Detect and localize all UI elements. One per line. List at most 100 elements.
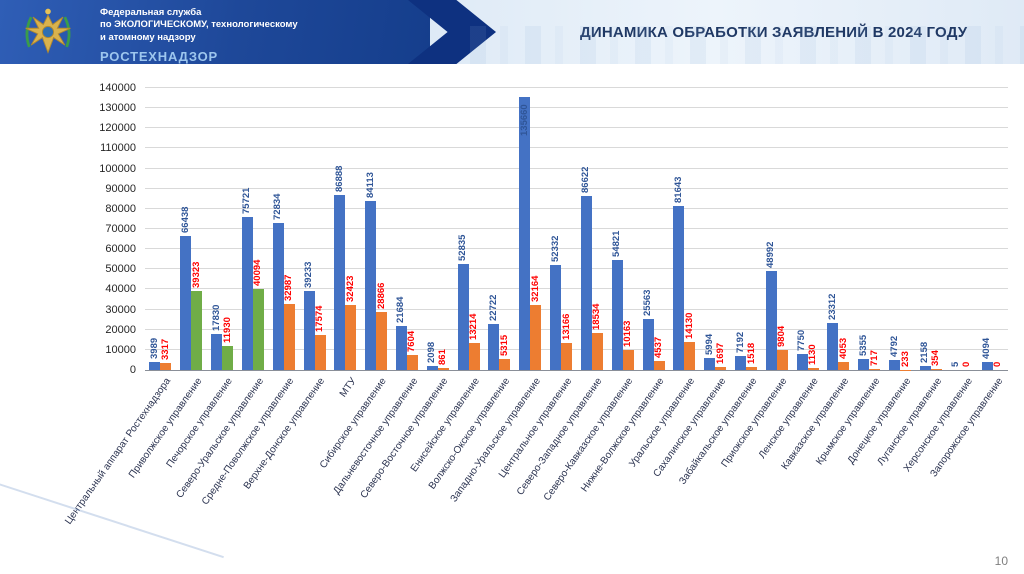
bar-secondary <box>499 359 511 370</box>
bar-value-label: 5315 <box>498 335 510 357</box>
gridline <box>145 127 1008 129</box>
bar-secondary <box>869 368 881 370</box>
bar-value-label: 66438 <box>179 206 191 234</box>
bar-secondary <box>807 367 819 370</box>
bar-value-label: 5355 <box>857 335 869 357</box>
bar-primary <box>550 264 562 370</box>
rostekhnadzor-emblem <box>25 8 71 54</box>
bar-value-label: 54821 <box>611 230 623 257</box>
bar-value-label: 32987 <box>283 274 295 301</box>
bar-primary <box>180 236 192 370</box>
bar-value-label: 4792 <box>888 336 900 358</box>
bar-secondary <box>530 305 542 370</box>
y-tick-label: 130000 <box>99 102 136 115</box>
x-category-label: МТУ <box>337 376 359 400</box>
bar-value-label: 39233 <box>303 261 315 288</box>
bar-value-label: 40094 <box>252 259 264 287</box>
bar-primary <box>241 217 253 370</box>
bar-primary <box>395 326 407 370</box>
bar-secondary <box>715 366 727 370</box>
applications-bar-chart: 3989 66438 17830 75721 72834 39233 86888 84113 2… <box>0 64 1024 574</box>
bar-secondary <box>746 366 758 370</box>
gridline <box>145 228 1008 229</box>
bar-value-label: 5994 <box>703 333 715 355</box>
bar-value-label: 10163 <box>622 320 634 347</box>
bar-value-label: 4537 <box>653 336 665 358</box>
bar-secondary <box>191 290 203 370</box>
bar-value-label: 86622 <box>580 166 592 193</box>
bar-value-label: 17830 <box>210 304 222 332</box>
bar-value-label: 2098 <box>426 341 438 363</box>
bar-value-label: 32423 <box>344 275 356 302</box>
bar-primary <box>303 290 315 370</box>
y-tick-label: 120000 <box>99 122 136 135</box>
bar-value-label: 72834 <box>272 193 284 221</box>
bar-value-label: 52332 <box>549 235 561 262</box>
bar-primary <box>488 324 500 370</box>
bar-value-label: 354 <box>930 350 942 367</box>
y-tick-label: 50000 <box>105 263 136 276</box>
bar-primary <box>735 355 747 370</box>
gridline <box>145 248 1008 250</box>
page-number: 10 <box>994 554 1008 568</box>
slide-title: ДИНАМИКА ОБРАБОТКИ ЗАЯВЛЕНИЙ В 2024 ГОДУ <box>580 23 968 41</box>
category-axis: Центральный аппарат Ростехнадзора Приволж… <box>63 370 1008 545</box>
bar-primary <box>827 323 839 370</box>
bar-value-label: 39323 <box>190 261 202 288</box>
bar-value-label: 86888 <box>333 165 345 192</box>
y-tick-label: 90000 <box>105 182 136 195</box>
org-banner: Федеральная служба по ЭКОЛОГИЧЕСКОМУ, те… <box>0 0 430 64</box>
bar-secondary <box>622 349 634 370</box>
bar-value-label: 52835 <box>457 234 469 261</box>
gridline <box>145 87 1008 88</box>
bar-value-label: 17574 <box>314 305 326 332</box>
bar-value-label: 2158 <box>919 341 931 363</box>
bar-primary <box>673 205 685 370</box>
bar-secondary <box>314 334 326 370</box>
bar-value-label: 11930 <box>221 317 233 343</box>
y-tick-label: 20000 <box>105 323 136 336</box>
y-tick-label: 30000 <box>105 303 136 316</box>
bar-value-label: 23312 <box>826 293 838 321</box>
bar-value-label: 28866 <box>375 282 387 309</box>
bar-secondary <box>283 303 295 370</box>
bar-value-label: 3989 <box>148 337 160 359</box>
y-tick-label: 40000 <box>105 283 136 296</box>
bar-secondary <box>561 343 573 370</box>
bar-primary <box>272 223 284 370</box>
bar-primary <box>211 334 223 370</box>
bar-value-label: 14130 <box>683 312 695 339</box>
bar-primary <box>796 354 808 370</box>
bar-primary <box>981 361 993 370</box>
bar-primary <box>365 200 377 370</box>
bar-value-label: 1697 <box>714 342 726 364</box>
gridline <box>145 328 1008 330</box>
bar-value-label: 32164 <box>529 275 541 303</box>
y-tick-label: 70000 <box>105 223 136 235</box>
bar-secondary <box>838 361 850 370</box>
bar-value-label: 13166 <box>560 314 572 341</box>
org-name: РОСТЕХНАДЗОР <box>100 49 218 65</box>
gridline <box>145 288 1008 290</box>
bar-value-label: 9804 <box>776 326 788 348</box>
bar-secondary <box>160 363 172 370</box>
bar-secondary <box>222 345 234 370</box>
bar-value-label: 22722 <box>487 294 499 322</box>
bar-value-label: 48992 <box>765 241 777 269</box>
bar-secondary <box>437 368 449 370</box>
bar-secondary <box>252 289 264 370</box>
bar-value-label: 233 <box>899 350 911 367</box>
bar-value-label: 1518 <box>745 342 757 364</box>
plot-area: 3989 66438 17830 75721 72834 39233 86888 84113 2… <box>145 87 1008 371</box>
bar-primary <box>334 194 346 370</box>
gridline <box>145 147 1008 149</box>
x-category-label: Центральный аппарат Ростехнадзора <box>63 376 174 527</box>
slide-header: Федеральная служба по ЭКОЛОГИЧЕСКОМУ, те… <box>0 0 1024 64</box>
y-tick-label: 140000 <box>99 82 136 94</box>
bar-value-label: 75721 <box>241 188 253 215</box>
bar-primary <box>149 361 161 370</box>
gridline <box>145 308 1008 310</box>
bar-value-label: 84113 <box>364 171 376 198</box>
bar-value-label: 135660 <box>518 104 530 136</box>
